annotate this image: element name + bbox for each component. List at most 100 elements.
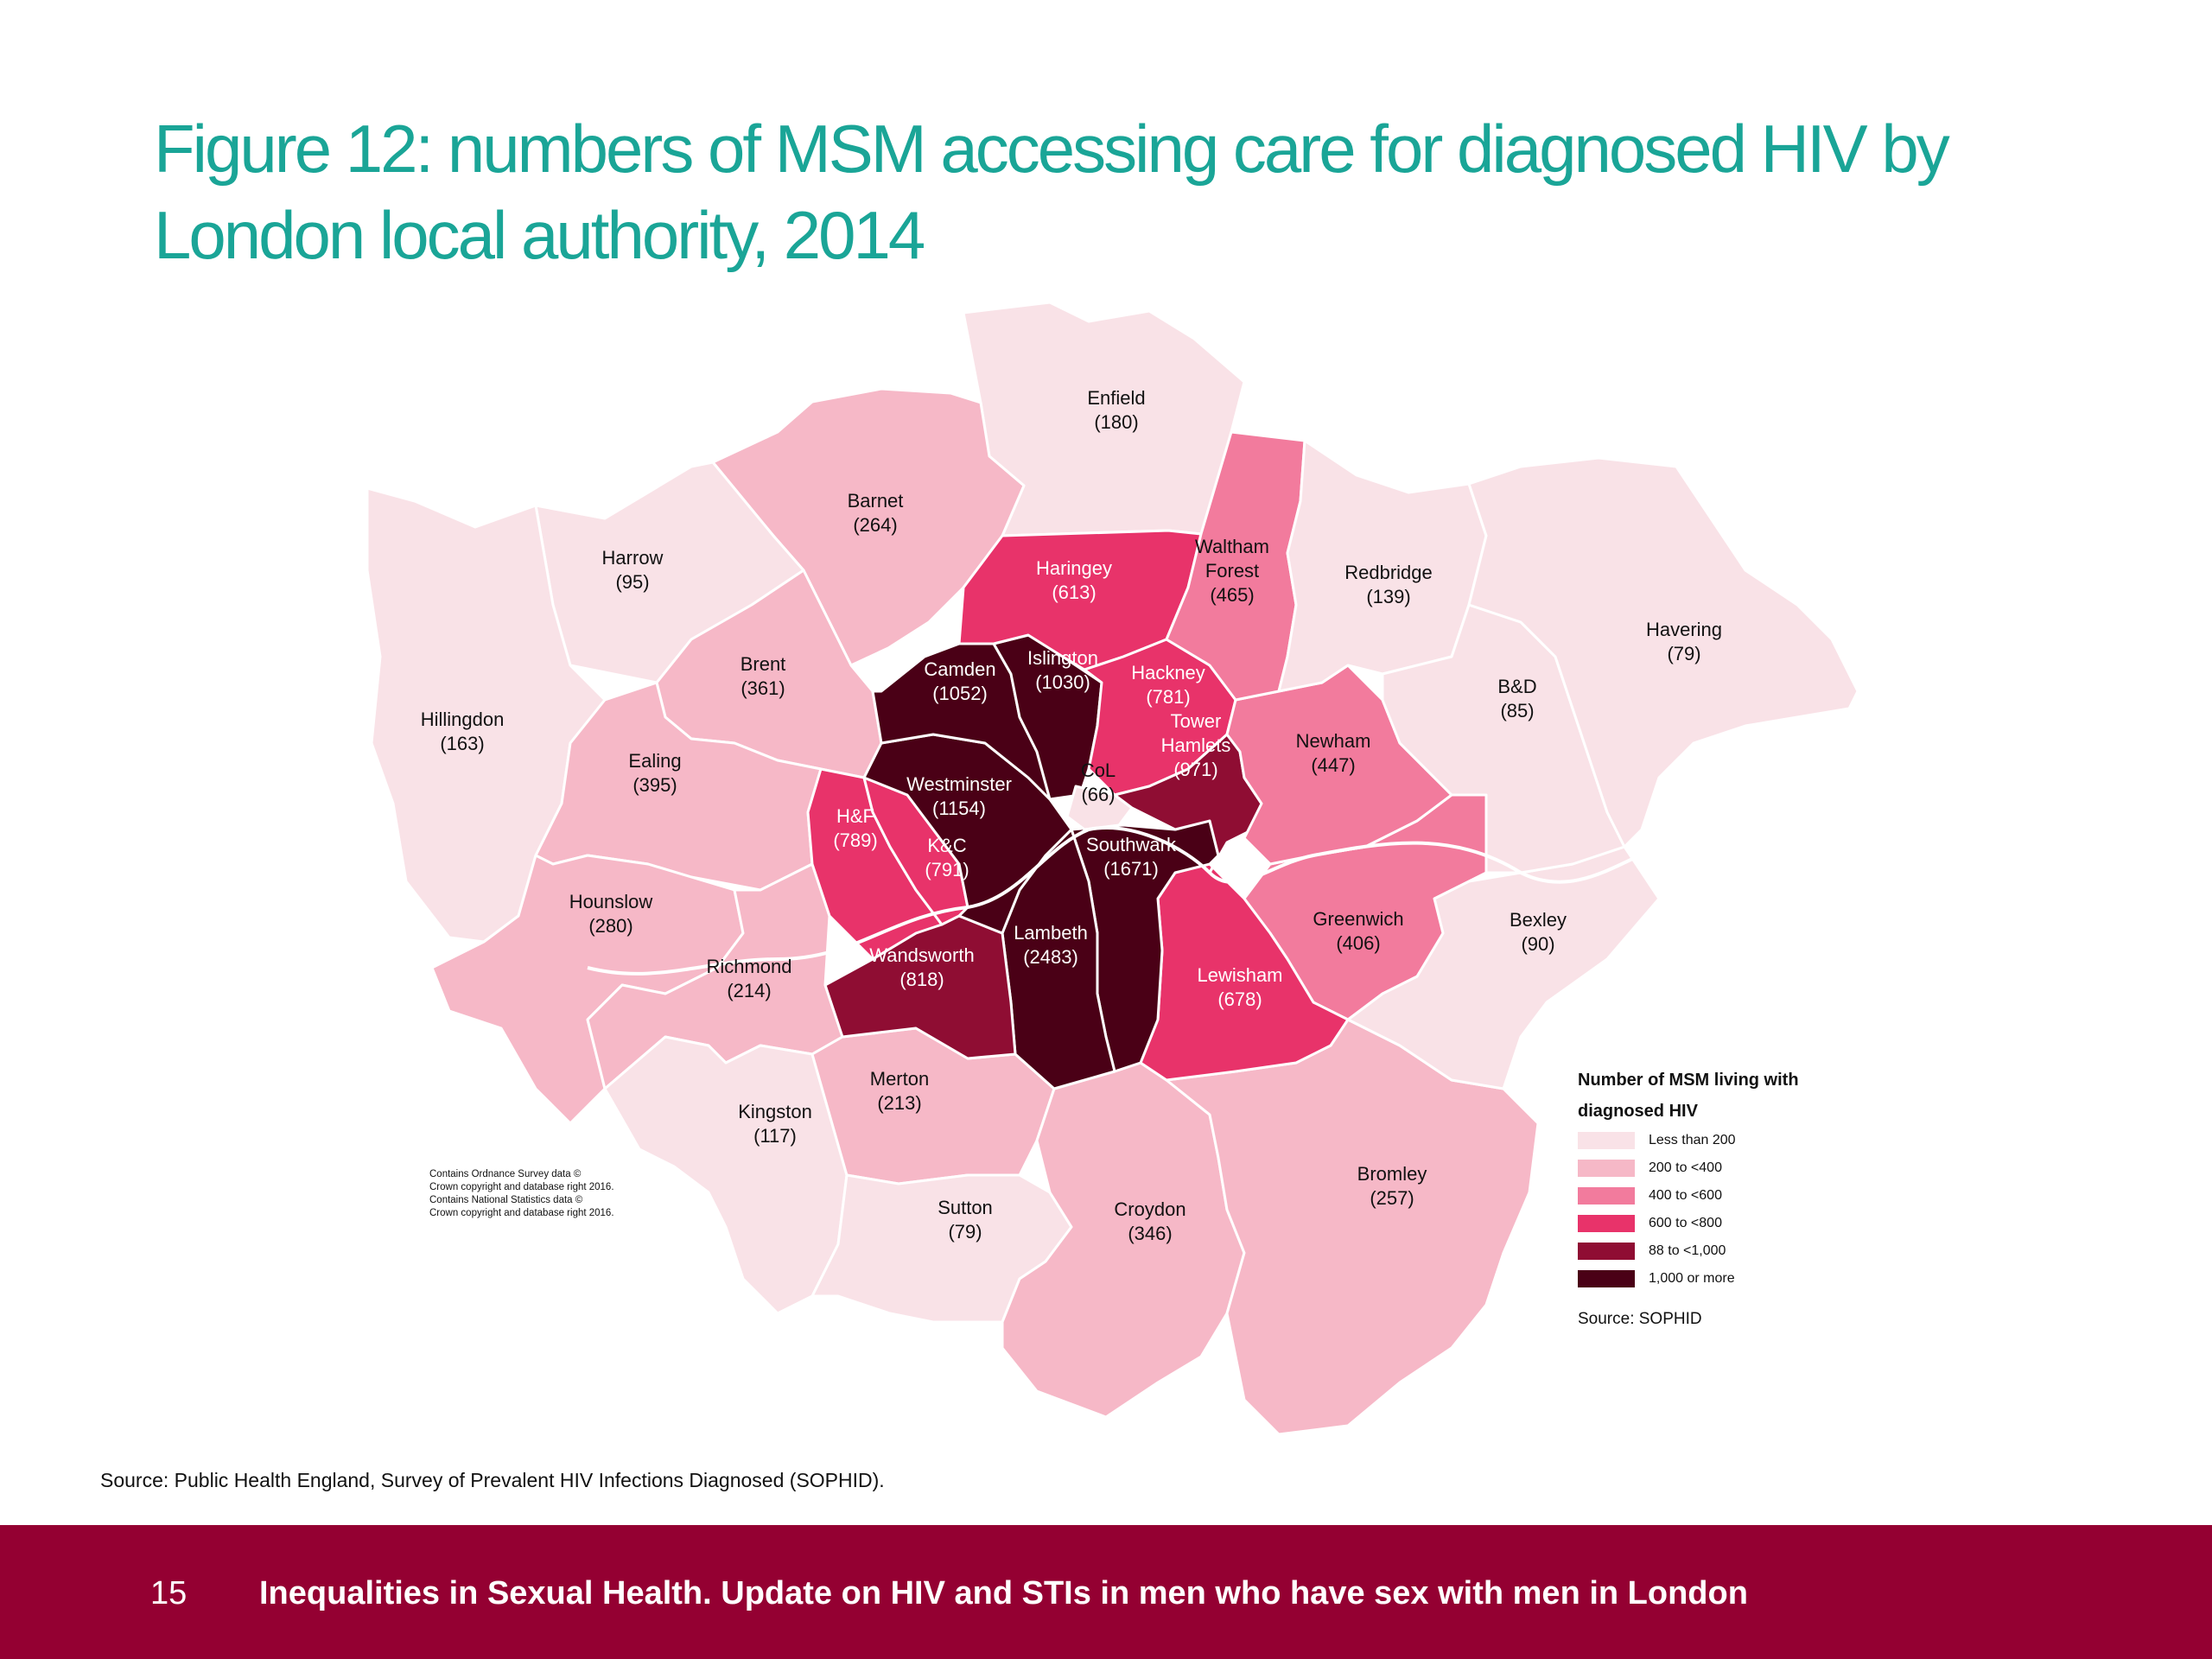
borough-redbridge — [1277, 439, 1488, 693]
label-name-islington: Islington — [1027, 647, 1098, 669]
label-name-kingston: Kingston — [738, 1101, 812, 1122]
legend-title-line1: Number of MSM living with — [1578, 1071, 1799, 1090]
label-value-bromley: (257) — [1370, 1187, 1414, 1209]
label-name-harrow: Harrow — [602, 547, 664, 569]
label-name-camden: Camden — [924, 658, 995, 680]
label-value-richmond: (214) — [727, 980, 771, 1001]
legend-label: 200 to <400 — [1649, 1160, 1722, 1175]
legend-label: Less than 200 — [1649, 1133, 1736, 1147]
label-name-lewisham: Lewisham — [1197, 964, 1282, 986]
legend-swatch — [1578, 1160, 1635, 1177]
map-legend: Number of MSM living with diagnosed HIV … — [1578, 1065, 1889, 1329]
label-name-waltham-forest: Forest — [1205, 560, 1259, 582]
label-name-b-d: B&D — [1497, 676, 1536, 697]
label-name-hounslow: Hounslow — [569, 891, 653, 912]
label-value-camden: (1052) — [932, 683, 988, 704]
london-choropleth-map: Enfield (180) Barnet (264) Harrow (95) Hilling… — [365, 301, 1859, 1436]
figure-title: Figure 12: numbers of MSM accessing care… — [154, 111, 1950, 273]
thames-river — [587, 826, 1660, 976]
label-value-greenwich: (406) — [1336, 932, 1380, 954]
label-value-merton: (213) — [877, 1092, 921, 1114]
label-name-h-f: H&F — [836, 805, 874, 827]
label-name-waltham-forest: Waltham — [1195, 536, 1269, 557]
label-value-hackney: (781) — [1146, 686, 1190, 708]
label-name-richmond: Richmond — [706, 956, 791, 977]
copyright-line: Crown copyright and database right 2016. — [429, 1182, 614, 1192]
legend-label: 600 to <800 — [1649, 1216, 1722, 1230]
legend-item: Less than 200 — [1578, 1127, 1889, 1154]
label-name-bexley: Bexley — [1510, 909, 1567, 931]
label-value-southwark: (1671) — [1103, 858, 1159, 880]
legend-title-line2: diagnosed HIV — [1578, 1102, 1698, 1121]
legend-label: 1,000 or more — [1649, 1271, 1735, 1286]
label-value-haringey: (613) — [1052, 582, 1096, 603]
label-value-enfield: (180) — [1094, 411, 1138, 433]
label-value-lambeth: (2483) — [1023, 946, 1078, 968]
map-svg: Enfield(180) Barnet(264) Harrow(95) Hilling… — [365, 301, 1859, 1436]
label-name-hackney: Hackney — [1131, 662, 1205, 683]
label-name-redbridge: Redbridge — [1344, 562, 1433, 583]
legend-source: Source: SOPHID — [1578, 1310, 1702, 1328]
label-name-wandsworth: Wandsworth — [869, 944, 974, 966]
copyright-line: Contains National Statistics data © — [429, 1195, 583, 1205]
legend-item: 600 to <800 — [1578, 1210, 1889, 1237]
label-name-lambeth: Lambeth — [1014, 922, 1088, 944]
footer-bar: 15 Inequalities in Sexual Health. Update… — [0, 1525, 2212, 1659]
label-name-tower-hamlets: Hamlets — [1161, 734, 1231, 756]
label-value-k-c: (791) — [925, 859, 969, 880]
label-name-bromley: Bromley — [1357, 1163, 1427, 1185]
legend-item: 88 to <1,000 — [1578, 1237, 1889, 1265]
label-value-b-d: (85) — [1500, 700, 1534, 721]
label-name-greenwich: Greenwich — [1313, 908, 1403, 930]
label-value-waltham-forest: (465) — [1210, 584, 1254, 606]
legend-item: 200 to <400 — [1578, 1154, 1889, 1182]
label-value-kingston: (117) — [753, 1125, 797, 1147]
label-name-havering: Havering — [1646, 619, 1722, 640]
label-name-hillingdon: Hillingdon — [421, 709, 505, 730]
label-value-tower-hamlets: (971) — [1173, 759, 1217, 780]
label-name-westminster: Westminster — [906, 773, 1012, 795]
label-value-newham: (447) — [1311, 754, 1355, 776]
label-value-hounslow: (280) — [588, 915, 632, 937]
legend-item: 400 to <600 — [1578, 1182, 1889, 1210]
label-value-havering: (79) — [1667, 643, 1700, 664]
legend-swatch — [1578, 1243, 1635, 1260]
label-name-haringey: Haringey — [1036, 557, 1112, 579]
label-value-bexley: (90) — [1521, 933, 1554, 955]
legend-swatch — [1578, 1215, 1635, 1232]
label-value-wandsworth: (818) — [899, 969, 944, 990]
label-name-sutton: Sutton — [938, 1197, 993, 1218]
label-value-croydon: (346) — [1128, 1223, 1172, 1244]
copyright-notice: Contains Ordnance Survey data © Crown co… — [429, 1168, 706, 1220]
label-value-harrow: (95) — [615, 571, 649, 593]
legend-swatch — [1578, 1270, 1635, 1287]
legend-swatch — [1578, 1187, 1635, 1205]
legend-label: 88 to <1,000 — [1649, 1243, 1726, 1258]
label-name-brent: Brent — [741, 653, 786, 675]
label-name-barnet: Barnet — [848, 490, 904, 512]
legend-item: 1,000 or more — [1578, 1265, 1889, 1293]
footer-title: Inequalities in Sexual Health. Update on… — [259, 1575, 1748, 1611]
borough-labels: Enfield(180) Barnet(264) Harrow(95) Hilling… — [421, 387, 1722, 1244]
label-name-tower-hamlets: Tower — [1171, 710, 1222, 732]
label-value-islington: (1030) — [1035, 671, 1090, 693]
label-value-ealing: (395) — [632, 774, 677, 796]
label-value-lewisham: (678) — [1217, 988, 1262, 1010]
legend-swatch — [1578, 1132, 1635, 1149]
label-name-enfield: Enfield — [1087, 387, 1145, 409]
borough-havering — [1467, 456, 1859, 849]
label-value-westminster: (1154) — [932, 798, 986, 819]
label-name-col: CoL — [1081, 760, 1116, 781]
label-value-hillingdon: (163) — [440, 733, 484, 754]
copyright-line: Contains Ordnance Survey data © — [429, 1169, 582, 1179]
label-name-newham: Newham — [1296, 730, 1371, 752]
label-name-k-c: K&C — [927, 835, 966, 856]
label-value-h-f: (789) — [833, 830, 877, 851]
label-name-croydon: Croydon — [1114, 1198, 1185, 1220]
label-value-redbridge: (139) — [1366, 586, 1410, 607]
label-name-ealing: Ealing — [628, 750, 681, 772]
label-value-col: (66) — [1081, 784, 1115, 805]
copyright-line: Crown copyright and database right 2016. — [429, 1208, 614, 1218]
label-name-southwark: Southwark — [1086, 834, 1177, 855]
page-number: 15 — [150, 1575, 188, 1611]
